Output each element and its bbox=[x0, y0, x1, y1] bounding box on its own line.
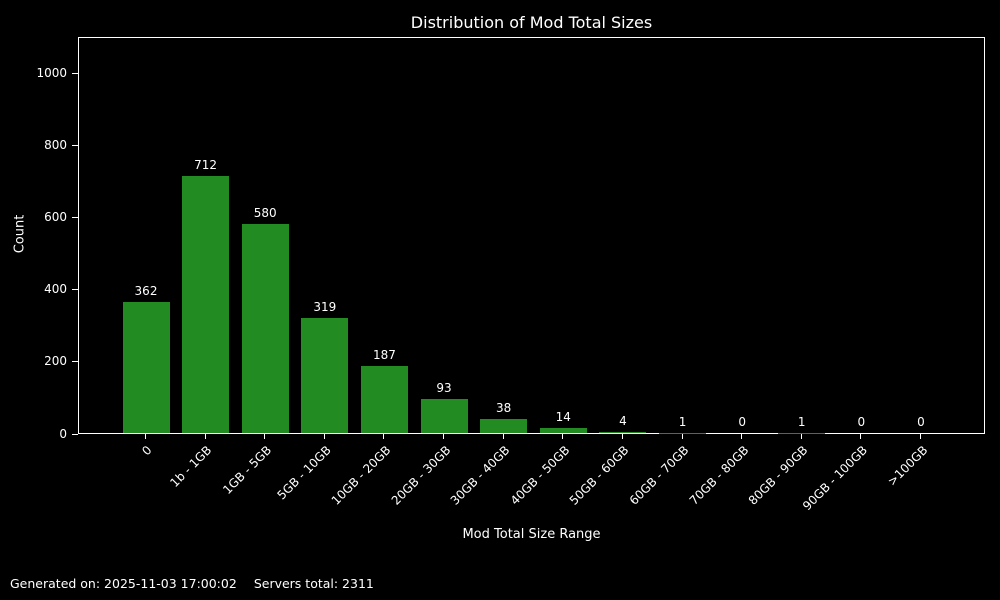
bar-value-label: 93 bbox=[436, 381, 452, 396]
y-tick-mark bbox=[72, 433, 78, 435]
x-tick-mark bbox=[502, 434, 504, 439]
bar bbox=[122, 302, 170, 433]
bar bbox=[182, 176, 230, 433]
bar-value-label: 712 bbox=[194, 158, 218, 173]
y-tick-label: 600 bbox=[44, 209, 67, 224]
x-tick-label: 10GB - 20GB bbox=[328, 443, 394, 508]
x-tick-label: 60GB - 70GB bbox=[626, 443, 692, 508]
bar bbox=[599, 431, 647, 433]
bar-value-label: 1 bbox=[678, 414, 687, 429]
bar-value-label: 362 bbox=[134, 284, 158, 299]
x-tick-label: 1b - 1GB bbox=[167, 443, 215, 490]
chart-title: Distribution of Mod Total Sizes bbox=[410, 13, 653, 32]
x-tick-label: 50GB - 60GB bbox=[567, 443, 632, 508]
y-tick-label: 0 bbox=[59, 426, 67, 441]
x-tick-label: 40GB - 50GB bbox=[507, 443, 573, 508]
generated-timestamp: Generated on: 2025-11-03 17:00:02 bbox=[10, 576, 237, 591]
x-tick-label: 20GB - 30GB bbox=[388, 443, 453, 508]
x-tick-label: 5GB - 10GB bbox=[274, 443, 334, 503]
bar-value-label: 1 bbox=[797, 414, 806, 429]
footer: Generated on: 2025-11-03 17:00:02 Servers… bbox=[10, 576, 374, 591]
bar-value-label: 38 bbox=[496, 401, 512, 416]
x-tick-label: 80GB - 90GB bbox=[745, 443, 811, 508]
x-tick-mark bbox=[860, 434, 862, 439]
x-tick-label: 90GB - 100GB bbox=[800, 443, 871, 514]
servers-total: Servers total: 2311 bbox=[253, 576, 374, 591]
x-tick-mark bbox=[383, 434, 385, 439]
x-tick-mark bbox=[741, 434, 743, 439]
bar-value-label: 0 bbox=[857, 415, 866, 429]
x-tick-mark bbox=[681, 434, 683, 439]
y-tick-mark bbox=[72, 216, 78, 218]
bar bbox=[480, 419, 528, 433]
bar-value-label: 4 bbox=[619, 413, 627, 428]
bar bbox=[301, 317, 349, 433]
y-tick-mark bbox=[72, 144, 78, 146]
x-tick-mark bbox=[919, 434, 921, 439]
x-tick-mark bbox=[443, 434, 445, 439]
plot-area: 362 712 580 319 187 93 38 14 4 1 0 1 0 0 bbox=[78, 37, 985, 434]
x-tick-mark bbox=[145, 434, 146, 439]
x-tick-label: 30GB - 40GB bbox=[447, 443, 513, 508]
x-tick-mark bbox=[562, 434, 564, 439]
bar bbox=[539, 427, 587, 433]
x-tick-label: 70GB - 80GB bbox=[686, 443, 752, 508]
bar bbox=[241, 223, 289, 433]
x-axis-label: Mod Total Size Range bbox=[462, 527, 601, 542]
bar-value-label: 580 bbox=[253, 205, 277, 220]
y-tick-mark bbox=[72, 72, 78, 74]
bar bbox=[360, 365, 408, 433]
bar bbox=[420, 399, 468, 433]
x-tick-mark bbox=[621, 434, 623, 439]
bar-value-label: 0 bbox=[738, 415, 746, 429]
x-tick-mark bbox=[800, 434, 802, 439]
x-tick-label: >100GB bbox=[884, 443, 930, 489]
x-tick-label: 1GB - 5GB bbox=[220, 443, 275, 497]
x-tick-label: 0 bbox=[139, 443, 155, 459]
bar-value-label: 0 bbox=[917, 415, 925, 429]
y-tick-mark bbox=[72, 289, 78, 291]
y-tick-label: 200 bbox=[44, 354, 67, 369]
y-tick-label: 800 bbox=[44, 137, 67, 152]
bar-value-label: 187 bbox=[373, 347, 396, 362]
y-tick-label: 1000 bbox=[36, 65, 67, 80]
x-tick-mark bbox=[204, 434, 206, 439]
x-tick-mark bbox=[323, 434, 325, 439]
bar-value-label: 14 bbox=[555, 409, 571, 424]
bar-value-label: 319 bbox=[313, 299, 337, 314]
x-tick-mark bbox=[264, 434, 266, 439]
y-tick-label: 400 bbox=[44, 282, 67, 297]
y-tick-mark bbox=[72, 361, 78, 363]
